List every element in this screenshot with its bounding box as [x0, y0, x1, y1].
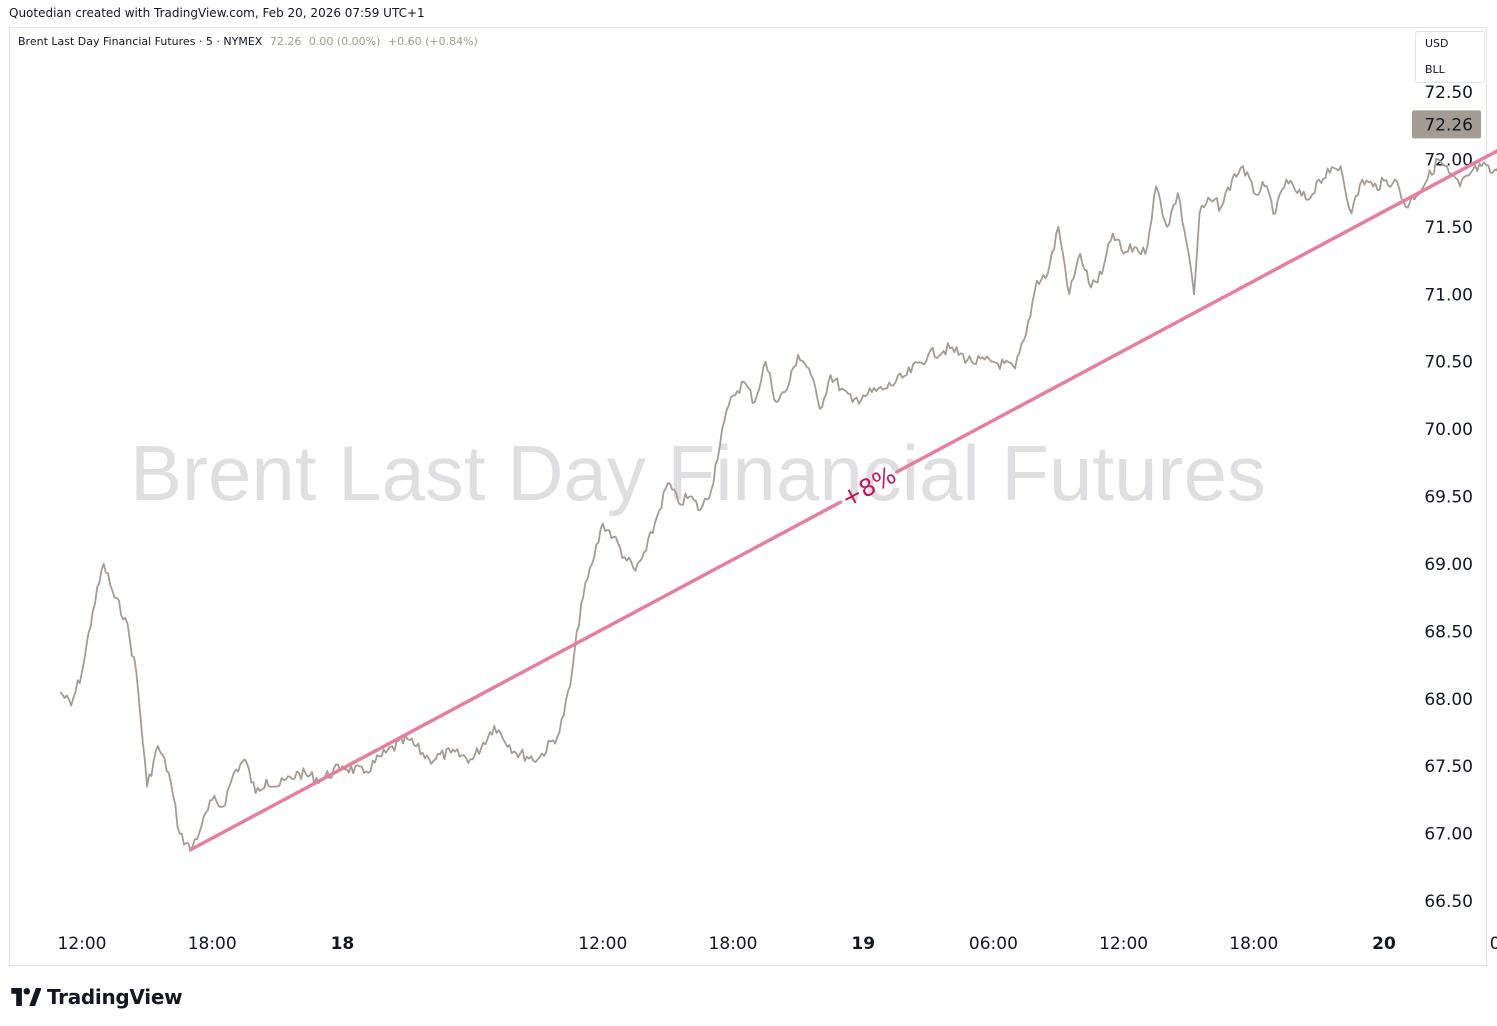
- y-tick-label: 69.00: [1424, 555, 1473, 575]
- y-tick-label: 67.00: [1424, 825, 1473, 845]
- unit-label[interactable]: BLL: [1425, 63, 1445, 76]
- last-price-layer: 72.26: [1412, 110, 1481, 139]
- y-tick-label: 69.50: [1424, 488, 1473, 508]
- x-tick-label: 12:00: [1099, 934, 1148, 954]
- x-axis[interactable]: 12:00 18:00 18 12:00 18:00 19 06:00 12:00 18:00 2…: [58, 934, 1497, 954]
- y-tick-label: 68.00: [1424, 690, 1473, 710]
- x-tick-label: 18:00: [709, 934, 758, 954]
- y-tick-label: 68.50: [1424, 622, 1473, 642]
- tradingview-brand: TradingView: [47, 985, 183, 1009]
- x-tick-label: 18:00: [1229, 934, 1278, 954]
- tradingview-logo-icon: [11, 988, 41, 1006]
- y-tick-label: 67.50: [1424, 757, 1473, 777]
- y-tick-label: 72.00: [1424, 150, 1473, 170]
- price-line: [59, 157, 1497, 851]
- y-tick-label: 71.50: [1424, 218, 1473, 238]
- symbol-watermark: Brent Last Day Financial Futures: [130, 429, 1266, 517]
- symbol-title[interactable]: Brent Last Day Financial Futures · 5 · N…: [18, 35, 263, 48]
- currency-label[interactable]: USD: [1425, 37, 1449, 50]
- last-price-label: 72.26: [1424, 115, 1473, 135]
- x-tick-label: 18: [331, 934, 355, 954]
- annotation-layer[interactable]: +8%: [188, 120, 1497, 852]
- trend-arrow-line[interactable]: [188, 500, 843, 852]
- legend-change: 0.00 (0.00%): [308, 35, 381, 48]
- x-tick-label: 06:00: [969, 934, 1018, 954]
- x-tick-label: 20: [1372, 934, 1396, 954]
- chart-frame[interactable]: [9, 27, 1487, 966]
- y-axis[interactable]: 66.50 67.00 67.50 68.00 68.50 69.00 69.50 70.00…: [1424, 83, 1473, 912]
- y-tick-label: 70.50: [1424, 353, 1473, 373]
- symbol-legend: Brent Last Day Financial Futures · 5 · N…: [18, 35, 482, 48]
- trend-arrow-line[interactable]: [895, 124, 1497, 474]
- attribution-text: Quotedian created with TradingView.com, …: [9, 6, 425, 20]
- trend-percent-label: +8%: [836, 461, 901, 513]
- last-price-badge: [1412, 110, 1481, 139]
- y-tick-label: 66.50: [1424, 892, 1473, 912]
- legend-change-session: +0.60 (+0.84%): [387, 35, 478, 48]
- x-tick-label: 12:00: [58, 934, 107, 954]
- legend-last-value: 72.26: [269, 35, 302, 48]
- x-tick-label: 19: [851, 934, 875, 954]
- x-tick-label: 12:00: [578, 934, 627, 954]
- series-layer: [59, 157, 1497, 851]
- y-tick-label: 72.50: [1424, 83, 1473, 103]
- x-tick-label: 18:00: [188, 934, 237, 954]
- y-tick-label: 70.00: [1424, 420, 1473, 440]
- x-tick-label: 06:00: [1490, 934, 1497, 954]
- y-tick-label: 71.00: [1424, 285, 1473, 305]
- tradingview-logo[interactable]: TradingView: [11, 985, 183, 1009]
- currency-unit-selector[interactable]: USD BLL: [1415, 31, 1485, 83]
